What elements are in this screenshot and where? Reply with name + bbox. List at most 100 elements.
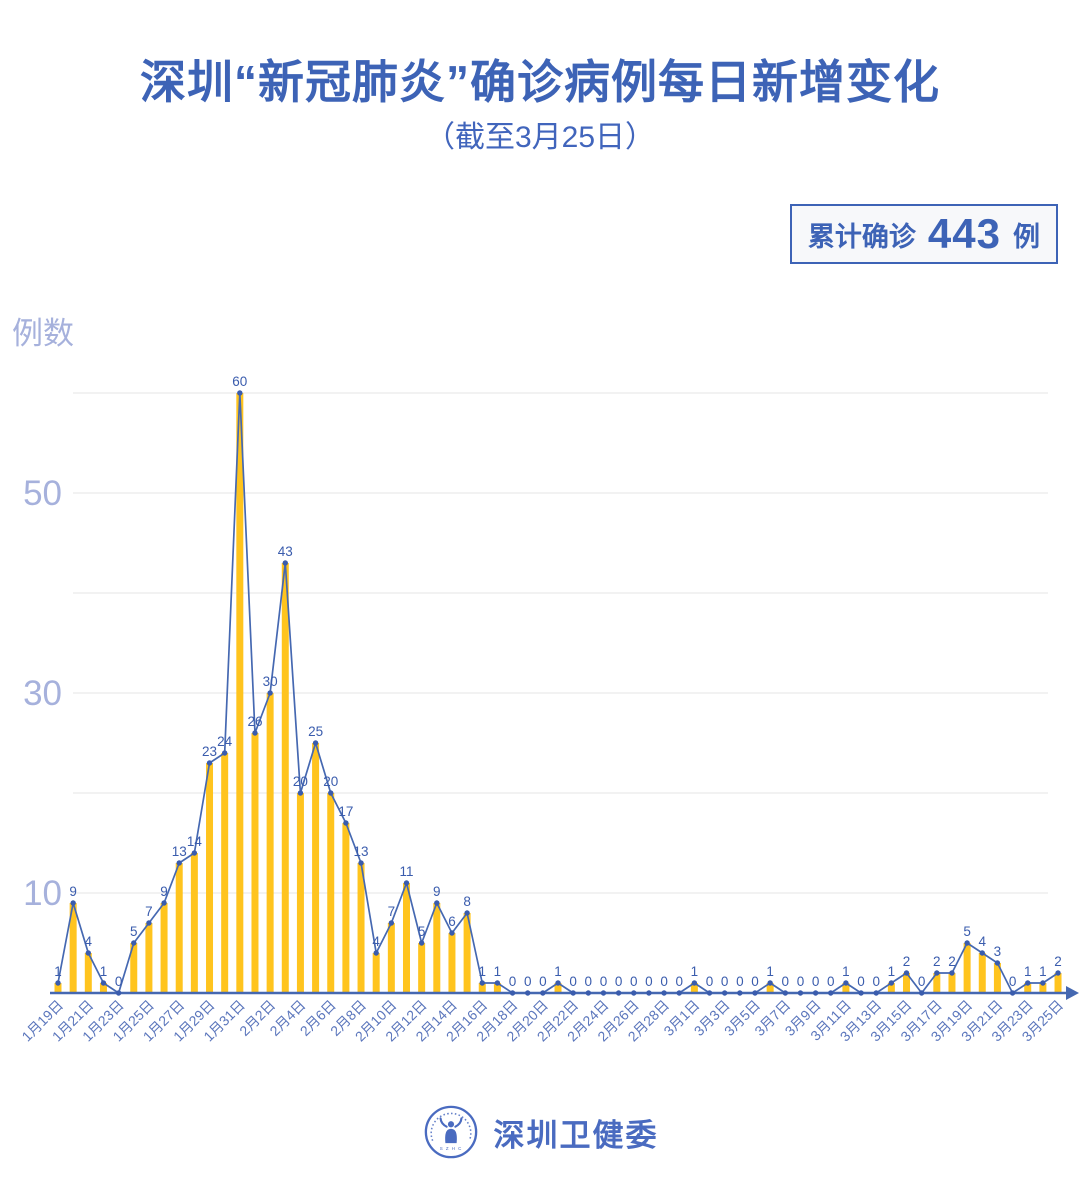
- data-point: [373, 950, 379, 956]
- value-label: 0: [857, 974, 865, 989]
- value-label: 43: [278, 544, 293, 559]
- value-label: 7: [388, 904, 396, 919]
- bar: [190, 853, 198, 993]
- value-label: 1: [691, 964, 699, 979]
- data-point: [1055, 970, 1061, 976]
- value-label: 0: [630, 974, 638, 989]
- data-point: [631, 990, 637, 996]
- value-label: 1: [1024, 964, 1032, 979]
- value-label: 6: [448, 914, 456, 929]
- value-label: 0: [872, 974, 880, 989]
- bar: [206, 763, 214, 993]
- bar: [478, 983, 486, 993]
- value-label: 1: [100, 964, 108, 979]
- daily-new-cases-chart: 1030501941057913142324602630432025201713…: [18, 374, 1079, 1044]
- data-point: [297, 790, 304, 796]
- value-label: 0: [115, 974, 123, 989]
- value-label: 23: [202, 744, 217, 759]
- data-point: [479, 980, 485, 986]
- value-label: 0: [918, 974, 926, 989]
- data-point: [494, 980, 501, 986]
- value-label: 1: [54, 964, 62, 979]
- data-point: [312, 740, 319, 746]
- data-point: [888, 980, 895, 986]
- bar: [312, 743, 320, 993]
- value-label: 1: [766, 964, 774, 979]
- data-point: [873, 990, 879, 996]
- value-label: 0: [645, 974, 653, 989]
- page-subtitle: （截至3月25日）: [424, 121, 656, 154]
- bar: [1024, 983, 1032, 993]
- data-point: [797, 990, 804, 996]
- bar: [978, 953, 986, 993]
- value-label: 13: [172, 844, 187, 859]
- data-point: [994, 960, 1001, 966]
- value-label: 30: [263, 674, 278, 689]
- data-point: [570, 990, 576, 996]
- data-point: [782, 990, 788, 996]
- data-point: [191, 850, 198, 856]
- value-label: 17: [338, 804, 353, 819]
- value-label: 20: [323, 774, 338, 789]
- data-point: [903, 970, 910, 976]
- data-point: [767, 980, 773, 986]
- value-label: 9: [160, 884, 168, 899]
- value-label: 0: [509, 974, 517, 989]
- data-point: [464, 910, 470, 916]
- data-point: [979, 950, 985, 956]
- value-label: 0: [812, 974, 820, 989]
- value-label: 20: [293, 774, 308, 789]
- badge-suffix-label: 例: [1013, 221, 1040, 252]
- bar: [251, 733, 259, 993]
- data-point: [525, 990, 531, 996]
- bar: [266, 693, 274, 993]
- data-point: [115, 990, 122, 996]
- bar: [1054, 973, 1062, 993]
- y-axis-unit-label: 例数: [12, 316, 74, 351]
- value-label: 60: [232, 374, 247, 389]
- bar: [402, 883, 410, 993]
- szhc-logo-icon: S Z H C: [424, 1105, 477, 1159]
- value-label: 25: [308, 724, 323, 739]
- value-label: 1: [554, 964, 562, 979]
- bar: [357, 863, 365, 993]
- value-label: 1: [494, 964, 502, 979]
- bar: [327, 793, 335, 993]
- data-point: [282, 560, 288, 566]
- value-label: 1: [842, 964, 850, 979]
- data-point: [388, 920, 395, 926]
- data-point: [434, 900, 440, 906]
- data-point: [1025, 980, 1031, 986]
- data-point: [721, 990, 728, 996]
- data-point: [1040, 980, 1046, 986]
- data-point: [676, 990, 682, 996]
- cumulative-total-badge: 累计确诊 443 例: [789, 204, 1058, 264]
- bar: [554, 983, 562, 993]
- data-point: [509, 990, 516, 996]
- value-label: 0: [615, 974, 623, 989]
- badge-total-value: 443: [927, 210, 1001, 257]
- data-point: [358, 860, 364, 866]
- value-label: 5: [963, 924, 971, 939]
- data-point: [812, 990, 819, 996]
- value-label: 7: [145, 904, 153, 919]
- bar: [175, 863, 183, 993]
- value-label: 0: [524, 974, 532, 989]
- bar: [842, 983, 850, 993]
- value-label: 0: [827, 974, 835, 989]
- y-tick-label: 10: [23, 874, 62, 913]
- value-label: 0: [539, 974, 547, 989]
- value-label: 4: [372, 934, 380, 949]
- data-point: [403, 880, 410, 886]
- bar: [296, 793, 304, 993]
- x-axis-arrow-icon: [1066, 986, 1079, 1000]
- data-point: [600, 990, 607, 996]
- value-label: 9: [69, 884, 77, 899]
- data-point: [706, 990, 713, 996]
- bar: [145, 923, 153, 993]
- bar: [372, 953, 380, 993]
- bar: [1039, 983, 1047, 993]
- data-point: [237, 390, 243, 396]
- data-point: [343, 820, 349, 826]
